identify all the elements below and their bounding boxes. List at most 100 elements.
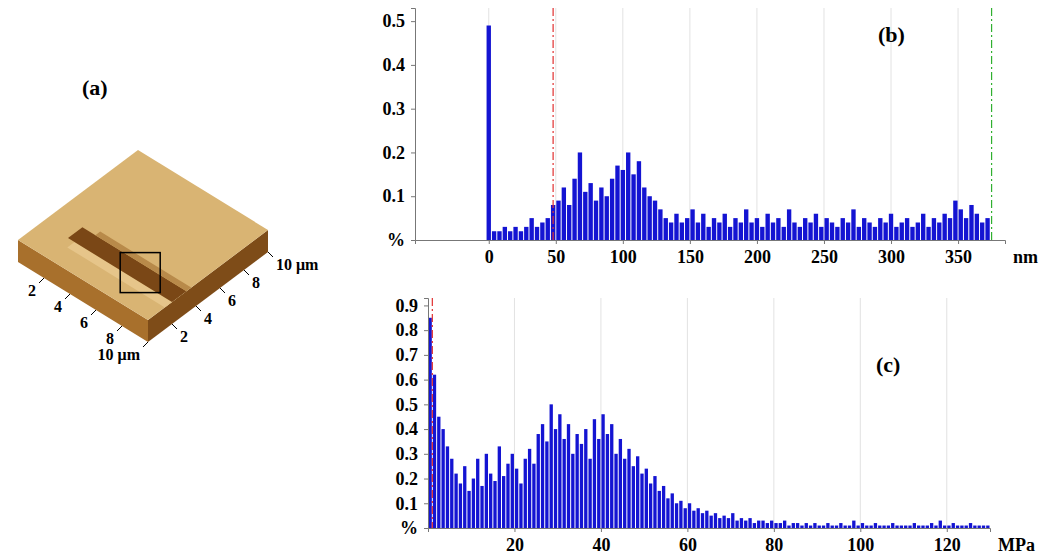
- bar: [883, 222, 887, 240]
- bar: [803, 218, 807, 240]
- tick-label: 350: [945, 247, 972, 267]
- bar: [476, 459, 479, 528]
- bar: [753, 523, 756, 528]
- tick-mark: [65, 294, 70, 299]
- panel-surface: 246810 μm246810 μm(a): [18, 75, 319, 364]
- bar: [818, 526, 821, 528]
- tick: 0.4: [396, 419, 429, 439]
- tick-mark: [601, 528, 602, 532]
- tick-mark: [411, 152, 415, 153]
- grid-line: [946, 298, 947, 528]
- bar: [826, 523, 829, 528]
- bar: [905, 218, 909, 240]
- bar: [757, 521, 760, 528]
- bar: [563, 439, 566, 528]
- tick-label: 80: [765, 535, 783, 555]
- bar: [813, 523, 816, 528]
- bar: [640, 474, 643, 528]
- tick: 0.1: [383, 186, 416, 206]
- bar: [519, 483, 522, 528]
- bar: [718, 518, 721, 528]
- grid-line: [860, 298, 861, 528]
- bar: [910, 227, 914, 240]
- bar: [782, 227, 786, 240]
- y-axis: %0.10.20.30.40.50.60.70.80.9: [396, 296, 429, 539]
- bar: [649, 483, 652, 528]
- tick: 0.8: [396, 320, 429, 340]
- bar: [948, 218, 952, 240]
- marker-line: [553, 8, 554, 240]
- tick-mark: [172, 324, 177, 329]
- bar: [597, 439, 600, 528]
- bar: [446, 446, 449, 528]
- panel-histogram: 050100150200250300350%0.10.20.30.40.5nm(…: [383, 8, 1039, 267]
- tick-label: 8: [106, 330, 114, 347]
- bar: [546, 218, 550, 240]
- tick: 0.6: [396, 370, 429, 390]
- tick-mark: [220, 288, 225, 293]
- tick: %: [400, 518, 428, 538]
- grid: [489, 8, 958, 240]
- tick-label: 300: [878, 247, 905, 267]
- bar: [498, 446, 501, 528]
- tick-label: 20: [506, 535, 524, 555]
- tick-mark: [196, 306, 201, 311]
- bar: [571, 454, 574, 528]
- selection-box: [120, 253, 160, 293]
- bar: [524, 459, 527, 528]
- tick-label: 40: [592, 535, 610, 555]
- bar: [631, 174, 635, 240]
- bar: [722, 516, 725, 528]
- bar: [662, 486, 665, 528]
- bar: [913, 523, 916, 528]
- bar: [952, 523, 955, 528]
- panel-label: (a): [82, 75, 108, 100]
- bar: [485, 454, 488, 528]
- tick: 20: [506, 528, 524, 555]
- bar: [874, 523, 877, 528]
- bar: [588, 183, 592, 240]
- tick-label: 0.3: [383, 99, 406, 119]
- bar: [895, 526, 898, 528]
- bar: [831, 526, 834, 528]
- marker-line: [991, 8, 992, 240]
- bar: [701, 513, 704, 528]
- bar: [653, 201, 657, 240]
- bar: [964, 218, 968, 240]
- tick: 0.3: [383, 99, 416, 119]
- bar: [796, 523, 799, 528]
- bar: [623, 459, 626, 528]
- tick-mark: [424, 429, 428, 430]
- panel-histogram: 20406080100120%0.10.20.30.40.50.60.70.80…: [396, 296, 1035, 555]
- tick: %: [387, 230, 415, 250]
- bar: [606, 434, 609, 528]
- panel-label: (b): [878, 22, 905, 47]
- bar: [740, 518, 743, 528]
- tick-mark: [411, 240, 415, 241]
- tick-label: 0.4: [383, 55, 406, 75]
- bar: [492, 231, 496, 240]
- bar: [697, 508, 700, 528]
- tick-mark: [424, 355, 428, 356]
- bar: [666, 498, 669, 528]
- bar: [835, 526, 838, 528]
- bar: [626, 152, 630, 240]
- bar: [792, 523, 795, 528]
- bar: [674, 214, 678, 240]
- tick-mark: [424, 454, 428, 455]
- bar: [921, 214, 925, 240]
- grid-line: [600, 298, 601, 528]
- bar: [969, 205, 973, 240]
- bar: [503, 227, 507, 240]
- tick-mark: [757, 240, 758, 244]
- bar: [943, 526, 946, 528]
- bar: [824, 218, 828, 240]
- bar: [900, 222, 904, 240]
- tick-mark: [424, 305, 428, 306]
- bar: [671, 493, 674, 528]
- bar: [532, 464, 535, 528]
- bar: [917, 526, 920, 528]
- bar: [882, 526, 885, 528]
- bar: [605, 196, 609, 240]
- tick: 200: [744, 240, 771, 267]
